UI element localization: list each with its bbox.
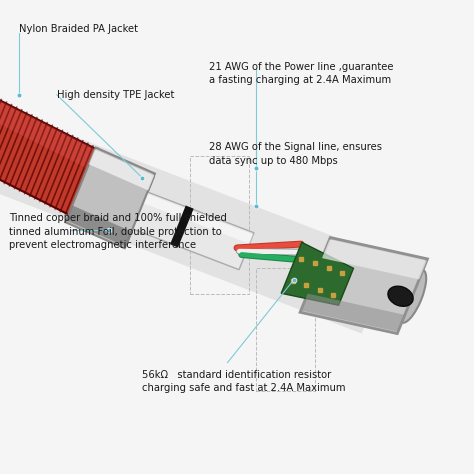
Bar — [256, 268, 315, 391]
Polygon shape — [0, 88, 148, 242]
Polygon shape — [66, 205, 131, 246]
Text: Nylon Braided PA Jacket: Nylon Braided PA Jacket — [19, 24, 138, 34]
Polygon shape — [170, 206, 194, 247]
Polygon shape — [0, 88, 148, 195]
Polygon shape — [128, 190, 254, 270]
Text: 21 AWG of the Power line ,guarantee
a fasting charging at 2.4A Maximum: 21 AWG of the Power line ,guarantee a fa… — [209, 62, 393, 85]
Text: 56kΩ   standard identification resistor
charging safe and fast at 2.4A Maximum: 56kΩ standard identification resistor ch… — [142, 370, 346, 393]
Text: 28 AWG of the Signal line, ensures
data sync up to 480 Mbps: 28 AWG of the Signal line, ensures data … — [209, 142, 382, 166]
Text: Tinned copper braid and 100% full shielded
tinned aluminum Foil, double protecti: Tinned copper braid and 100% full shield… — [9, 213, 228, 250]
Bar — [190, 156, 249, 294]
Polygon shape — [0, 107, 392, 334]
Polygon shape — [65, 147, 155, 248]
Polygon shape — [301, 293, 405, 332]
Polygon shape — [138, 192, 253, 244]
Polygon shape — [300, 237, 428, 334]
Polygon shape — [322, 239, 427, 280]
Ellipse shape — [399, 270, 426, 323]
Ellipse shape — [388, 286, 413, 306]
Polygon shape — [89, 149, 154, 191]
Text: High density TPE Jacket: High density TPE Jacket — [57, 90, 174, 100]
Polygon shape — [281, 242, 354, 305]
